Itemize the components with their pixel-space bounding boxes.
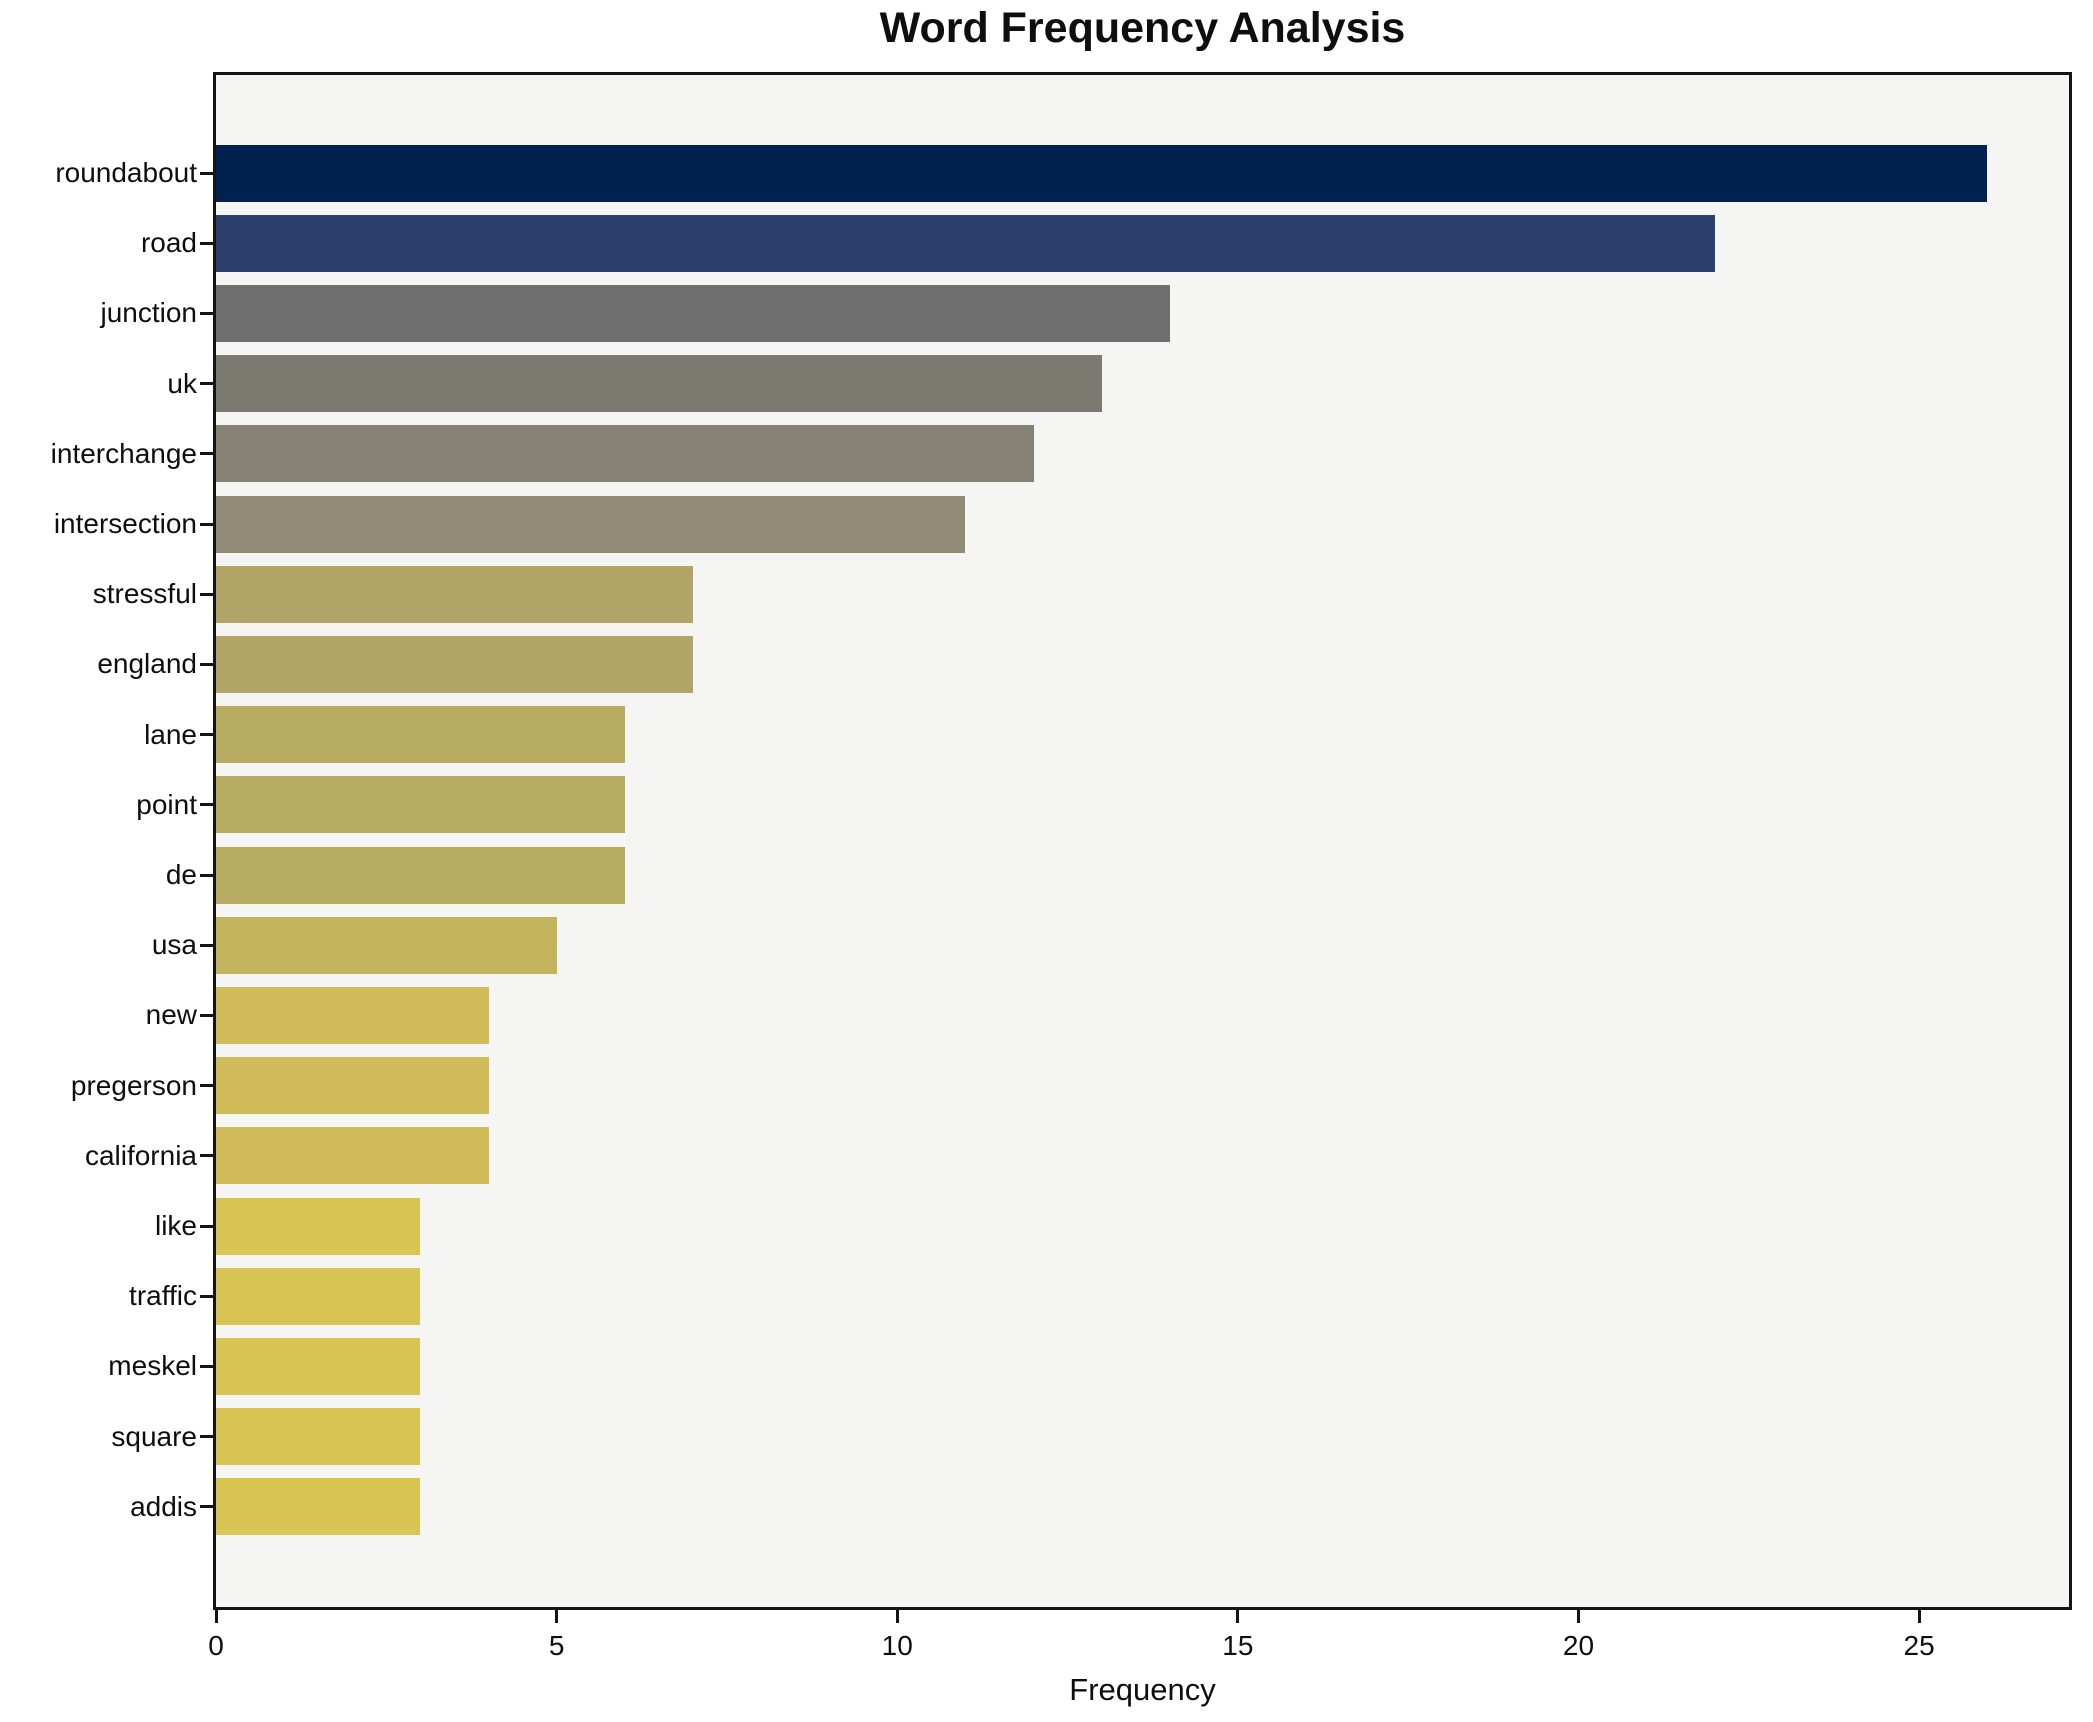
bar-meskel [216, 1337, 421, 1395]
y-tick-mark [200, 171, 213, 175]
y-tick-mark [200, 241, 213, 245]
bar-interchange [216, 425, 1034, 483]
y-tick-label-traffic: traffic [129, 1280, 197, 1312]
y-tick-mark [200, 1435, 213, 1439]
x-tick-label-25: 25 [1903, 1630, 1935, 1661]
y-tick-mark [200, 452, 213, 456]
y-tick-mark [200, 311, 213, 315]
y-tick-mark [200, 1154, 213, 1158]
y-tick-label-intersection: intersection [53, 508, 197, 539]
y-tick-label-pregerson: pregerson [70, 1069, 197, 1101]
bar-square [216, 1408, 421, 1466]
bar-roundabout [216, 144, 1988, 202]
y-tick-mark [200, 943, 213, 947]
bar-england [216, 635, 693, 693]
x-tick-mark [895, 1610, 899, 1623]
x-tick-mark [555, 1610, 559, 1623]
y-tick-mark [200, 382, 213, 386]
x-tick-mark [1236, 1610, 1240, 1623]
x-tick-mark [1577, 1610, 1580, 1623]
y-tick-mark [200, 1013, 213, 1017]
x-tick-label-0: 0 [208, 1630, 224, 1661]
y-tick-label-de: de [165, 859, 197, 890]
y-tick-mark [200, 803, 213, 807]
bar-new [216, 986, 489, 1044]
bar-uk [216, 355, 1102, 413]
bar-traffic [216, 1267, 421, 1325]
y-tick-mark [200, 1084, 213, 1088]
y-tick-label-like: like [154, 1210, 197, 1241]
y-tick-mark [200, 592, 213, 596]
y-tick-label-point: point [136, 788, 197, 820]
bar-california [216, 1127, 489, 1185]
bar-point [216, 776, 625, 834]
bar-usa [216, 916, 557, 974]
x-tick-mark [1917, 1610, 1921, 1623]
y-tick-mark [200, 733, 213, 737]
y-tick-mark [200, 873, 213, 877]
plot-area [213, 72, 2072, 1610]
y-tick-label-meskel: meskel [108, 1350, 197, 1382]
y-tick-label-lane: lane [144, 718, 197, 750]
y-tick-mark [200, 522, 213, 526]
y-tick-label-uk: uk [167, 367, 197, 399]
y-tick-label-new: new [145, 999, 197, 1031]
x-axis-label: Frequency [1069, 1672, 1216, 1707]
x-tick-label-20: 20 [1562, 1630, 1595, 1661]
bar-intersection [216, 495, 966, 553]
bar-addis [216, 1478, 421, 1536]
bar-de [216, 846, 625, 904]
bar-junction [216, 284, 1170, 342]
y-tick-label-stressful: stressful [92, 578, 197, 610]
y-tick-label-california: california [84, 1139, 197, 1171]
y-tick-label-square: square [111, 1420, 197, 1452]
y-tick-label-usa: usa [151, 929, 197, 961]
y-tick-label-england: england [97, 648, 197, 680]
x-tick-label-15: 15 [1222, 1630, 1254, 1661]
y-tick-mark [200, 1505, 213, 1509]
y-tick-label-interchange: interchange [50, 437, 197, 469]
y-tick-mark [200, 1224, 213, 1228]
x-tick-mark [214, 1610, 218, 1623]
x-tick-label-10: 10 [881, 1630, 913, 1661]
y-tick-mark [200, 1294, 213, 1298]
bar-pregerson [216, 1057, 489, 1115]
bar-lane [216, 706, 625, 764]
chart-title: Word Frequency Analysis [879, 4, 1406, 52]
bar-stressful [216, 565, 693, 623]
y-tick-label-addis: addis [130, 1490, 197, 1522]
bar-road [216, 214, 1715, 272]
bar-like [216, 1197, 421, 1255]
y-tick-label-roundabout: roundabout [55, 157, 197, 188]
x-tick-label-5: 5 [548, 1630, 565, 1661]
y-tick-mark [200, 662, 213, 666]
y-tick-mark [200, 1364, 213, 1368]
y-tick-label-junction: junction [100, 297, 197, 329]
y-tick-label-road: road [140, 227, 197, 259]
